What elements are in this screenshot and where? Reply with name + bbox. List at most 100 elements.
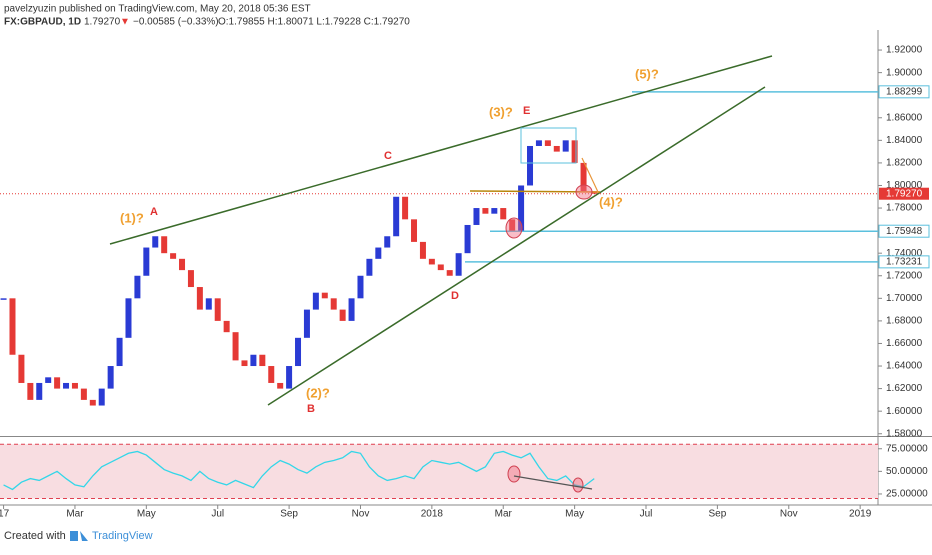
y-tick-label: 1.64000 <box>886 361 923 372</box>
candle <box>277 382 284 389</box>
arrow: ▼ <box>120 17 130 28</box>
triangle <box>580 157 599 193</box>
candle <box>71 382 78 389</box>
candle <box>411 219 418 242</box>
y-tick-label: 1.86000 <box>886 112 923 123</box>
x-tick-label: May <box>137 509 156 520</box>
candle <box>196 287 203 310</box>
annotation: A <box>150 206 158 218</box>
candle <box>223 320 230 333</box>
rsi-line <box>3 450 595 491</box>
candle <box>9 298 16 355</box>
candle <box>116 337 123 367</box>
rsi-tick-label: 25.00000 <box>886 489 928 500</box>
annotation: (1)? <box>120 210 144 225</box>
level-badge <box>878 224 930 238</box>
rsi-tick-label: 50.00000 <box>886 466 928 477</box>
x-tick-label: Mar <box>66 509 84 520</box>
x-tick-label: Jul <box>640 509 653 520</box>
candle <box>402 196 409 220</box>
candle <box>259 354 266 367</box>
y-tick-label: 1.80000 <box>886 180 923 191</box>
footer-brand[interactable]: TradingView <box>92 530 153 542</box>
candle <box>0 298 7 300</box>
level-label: 1.88299 <box>886 86 923 97</box>
candle <box>187 270 194 288</box>
candle <box>473 208 480 225</box>
annotation: (5)? <box>635 66 659 81</box>
support-line <box>469 190 601 193</box>
y-tick-label: 1.78000 <box>886 203 923 214</box>
level-badge <box>878 85 930 99</box>
candle <box>27 382 34 400</box>
candle <box>134 275 141 299</box>
y-tick-label: 1.84000 <box>886 135 923 146</box>
rsi-marker <box>507 465 521 483</box>
range-box <box>520 127 577 164</box>
candle <box>571 140 578 163</box>
marker <box>575 184 593 200</box>
y-tick-label: 1.66000 <box>886 338 923 349</box>
candle <box>125 298 132 338</box>
candle <box>500 208 507 220</box>
y-tick-label: 1.82000 <box>886 158 923 169</box>
candle <box>428 258 435 265</box>
annotation: (3)? <box>489 104 513 119</box>
level-badge <box>878 255 930 269</box>
candle <box>348 298 355 321</box>
candle <box>375 247 382 259</box>
candle <box>491 208 498 214</box>
annotation: (4)? <box>599 194 623 209</box>
candle <box>98 388 105 406</box>
x-tick-label: 2019 <box>849 509 872 520</box>
x-tick-label: 17 <box>0 509 10 520</box>
y-tick-label: 1.90000 <box>886 67 923 78</box>
x-tick-label: Nov <box>780 509 798 520</box>
y-tick-label: 1.70000 <box>886 293 923 304</box>
x-tick-label: Mar <box>495 509 513 520</box>
annotation: E <box>523 105 530 117</box>
y-tick-label: 1.74000 <box>886 248 923 259</box>
logo <box>70 531 88 541</box>
annotation: D <box>451 290 459 302</box>
candle <box>535 140 542 146</box>
x-tick-label: Nov <box>352 509 370 520</box>
candle <box>544 140 551 146</box>
level-label: 1.73231 <box>886 257 923 268</box>
candle <box>286 366 293 389</box>
trendline-lower <box>267 86 766 406</box>
rsi-marker <box>572 477 584 493</box>
last: 1.79270 <box>84 17 121 28</box>
candle <box>312 292 319 310</box>
y-tick-label: 1.92000 <box>886 45 923 56</box>
candle <box>384 236 391 248</box>
publisher: pavelzyuzin published on TradingView.com… <box>4 4 311 15</box>
x-tick-label: Sep <box>280 509 298 520</box>
candle <box>518 185 525 231</box>
x-tick-label: Jul <box>211 509 224 520</box>
y-tick-label: 1.68000 <box>886 316 923 327</box>
candle <box>437 264 444 271</box>
marker <box>505 217 523 239</box>
candle <box>580 162 587 192</box>
level-label: 1.75948 <box>886 226 923 237</box>
candle <box>36 382 43 400</box>
symbol: FX:GBPAUD, 1D <box>4 17 81 28</box>
trendline-upper <box>109 55 773 245</box>
x-tick-label: Sep <box>708 509 726 520</box>
candle <box>464 224 471 254</box>
rsi-band-fill <box>0 444 878 499</box>
candle <box>45 377 52 383</box>
candle <box>143 247 150 276</box>
ohlc: O:1.79855 H:1.80071 L:1.79228 C:1.79270 <box>218 17 410 28</box>
y-tick-label: 1.60000 <box>886 406 923 417</box>
rsi-tick-label: 75.00000 <box>886 443 928 454</box>
candle <box>527 145 534 186</box>
rsi-divergence <box>513 475 593 490</box>
y-tick-label: 1.58000 <box>886 428 923 439</box>
candle <box>321 292 328 299</box>
candle <box>419 241 426 259</box>
candle <box>339 309 346 321</box>
candle <box>152 236 159 248</box>
